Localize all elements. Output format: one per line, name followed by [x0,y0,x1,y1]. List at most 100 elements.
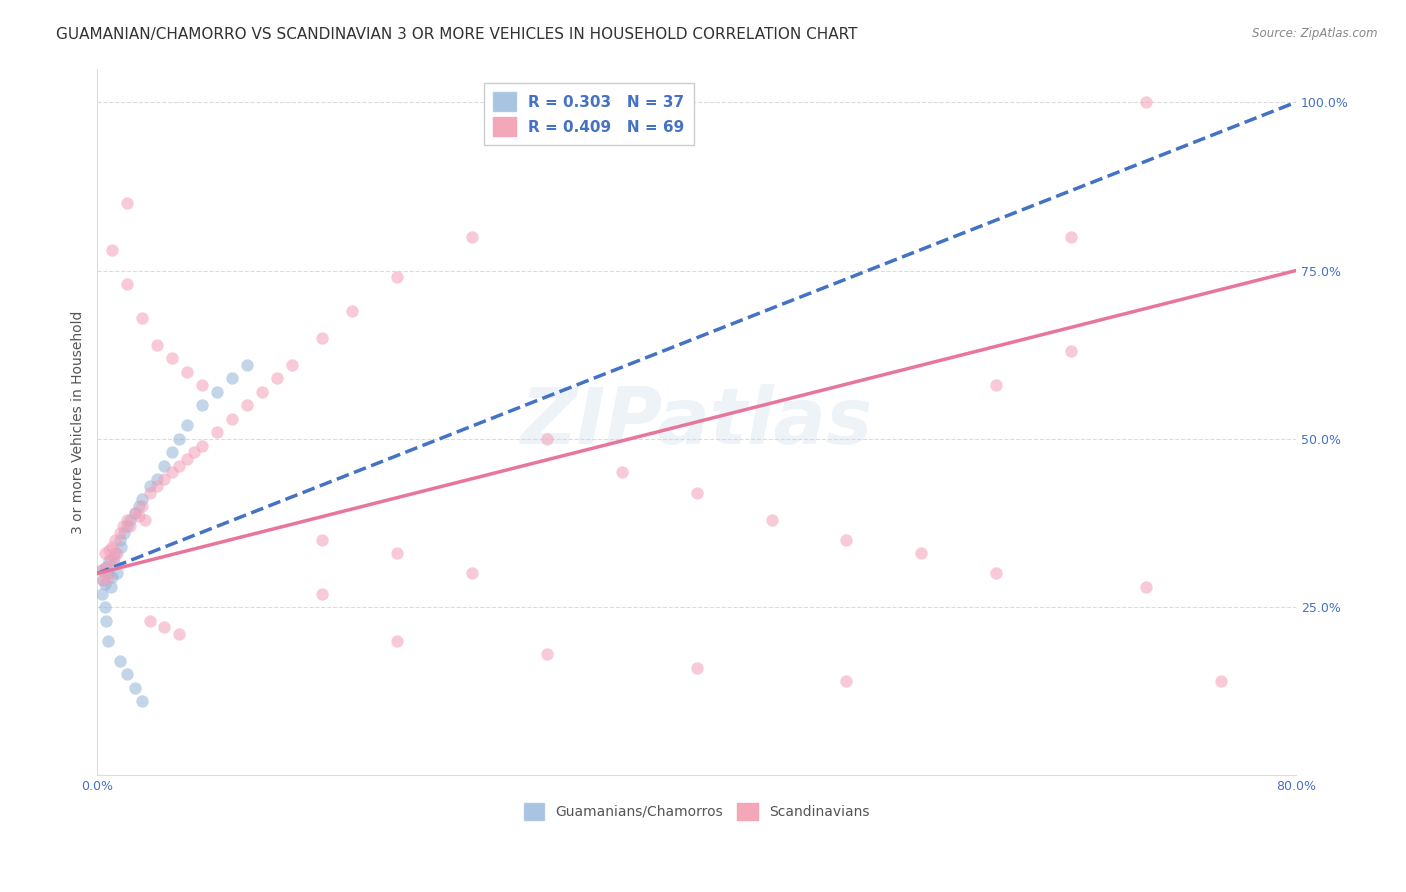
Point [112,526,135,541]
Point [146,479,169,493]
Point [761,513,783,527]
Text: Source: ZipAtlas.com: Source: ZipAtlas.com [1253,27,1378,40]
Point [131,694,153,708]
Point [90,563,112,577]
Point [138,614,160,628]
Point [134,513,156,527]
Point [536,432,558,446]
Point [115,513,138,527]
Text: ZIPatlas: ZIPatlas [520,384,873,460]
Point [101,540,124,554]
Point [236,358,259,372]
Point [124,681,146,695]
Point [910,546,932,560]
Point [131,492,153,507]
Point [108,533,131,547]
Point [176,452,198,467]
Point [160,445,183,459]
Point [153,458,176,473]
Point [221,411,243,425]
Text: GUAMANIAN/CHAMORRO VS SCANDINAVIAN 3 OR MORE VEHICLES IN HOUSEHOLD CORRELATION C: GUAMANIAN/CHAMORRO VS SCANDINAVIAN 3 OR … [56,27,858,42]
Point [103,557,125,571]
Point [461,566,484,581]
Point [105,566,128,581]
Point [176,364,198,378]
Point [146,472,169,486]
Point [340,304,363,318]
Point [131,310,153,325]
Point [205,425,228,439]
Point [118,519,141,533]
Point [115,196,138,211]
Point [835,674,858,689]
Point [93,600,115,615]
Point [90,587,112,601]
Point [103,549,125,564]
Point [108,526,131,541]
Point [191,378,214,392]
Point [105,546,128,560]
Point [385,270,408,285]
Point [138,485,160,500]
Point [1060,230,1083,244]
Point [118,513,141,527]
Point [1135,580,1157,594]
Y-axis label: 3 or more Vehicles in Household: 3 or more Vehicles in Household [72,310,86,533]
Point [221,371,243,385]
Point [311,331,333,345]
Point [250,384,273,399]
Point [93,576,115,591]
Point [610,466,633,480]
Point [96,566,118,581]
Point [1135,95,1157,110]
Point [98,543,121,558]
Point [115,519,138,533]
Point [124,506,146,520]
Point [160,351,183,365]
Point [91,573,114,587]
Point [115,667,138,681]
Point [236,398,259,412]
Point [124,506,146,520]
Point [169,627,191,641]
Point [266,371,288,385]
Point [94,559,117,574]
Point [128,509,150,524]
Point [191,439,214,453]
Point [101,244,124,258]
Point [100,553,122,567]
Point [128,499,150,513]
Point [176,418,198,433]
Point [191,398,214,412]
Point [115,277,138,291]
Point [104,533,127,547]
Point [1211,674,1233,689]
Point [169,458,191,473]
Point [111,519,134,533]
Point [93,546,115,560]
Point [153,472,176,486]
Point [153,620,176,634]
Legend: Guamanians/Chamorros, Scandinavians: Guamanians/Chamorros, Scandinavians [517,797,875,825]
Point [461,230,484,244]
Point [98,553,121,567]
Point [91,573,114,587]
Point [94,559,117,574]
Point [90,563,112,577]
Point [101,570,124,584]
Point [986,378,1008,392]
Point [96,570,118,584]
Point [110,540,132,554]
Point [160,466,183,480]
Point [169,432,191,446]
Point [835,533,858,547]
Point [146,337,169,351]
Point [131,499,153,513]
Point [385,546,408,560]
Point [138,479,160,493]
Point [536,648,558,662]
Point [385,633,408,648]
Point [104,546,127,560]
Point [1060,344,1083,359]
Point [183,445,205,459]
